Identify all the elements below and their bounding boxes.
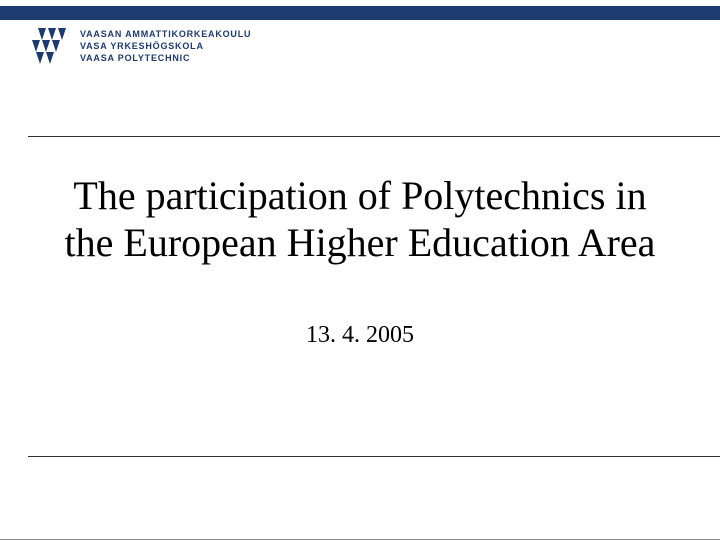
top-brand-bar bbox=[0, 6, 720, 20]
horizontal-rule-top bbox=[28, 136, 720, 137]
horizontal-rule-bottom bbox=[28, 456, 720, 457]
institution-logo: VAASAN AMMATTIKORKEAKOULU VASA YRKESHÖGS… bbox=[28, 26, 251, 66]
slide-date: 13. 4. 2005 bbox=[0, 322, 720, 349]
logo-mark-icon bbox=[28, 26, 72, 66]
logo-line-2: VASA YRKESHÖGSKOLA bbox=[80, 40, 251, 52]
logo-line-1: VAASAN AMMATTIKORKEAKOULU bbox=[80, 28, 251, 40]
slide-title: The participation of Polytechnics in the… bbox=[0, 172, 720, 266]
logo-line-3: VAASA POLYTECHNIC bbox=[80, 52, 251, 64]
logo-text: VAASAN AMMATTIKORKEAKOULU VASA YRKESHÖGS… bbox=[80, 28, 251, 64]
